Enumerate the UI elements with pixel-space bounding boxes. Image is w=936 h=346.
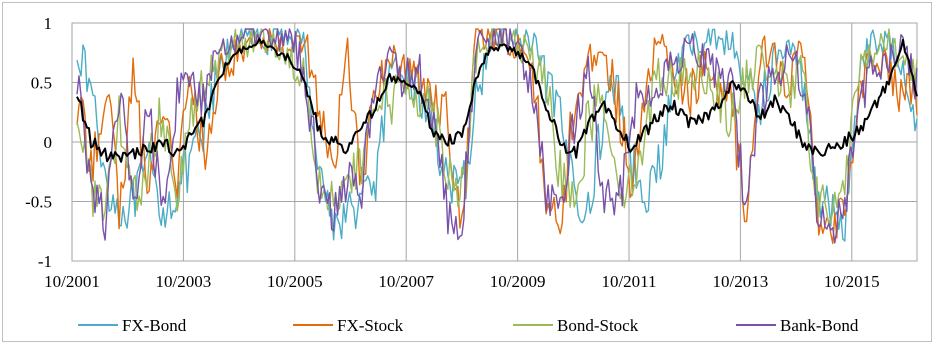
x-axis-ticks: 10/2001 10/2003 10/2005 10/2007 10/2009 10/20… [44,272,880,291]
y-tick-label: -0.5 [25,193,52,212]
y-tick-label: 1 [44,14,53,33]
series-line-average [76,37,918,163]
legend-label: FX-Bond [122,316,187,335]
x-tick-label: 10/2001 [44,272,100,291]
y-axis-ticks: 1 0.5 0 -0.5 -1 [25,14,52,271]
y-tick-label: 0 [44,133,53,152]
series-line-bank-bond [76,28,918,244]
x-tick-label: 10/2009 [490,272,546,291]
legend-label: Bank-Bond [780,316,859,335]
x-tick-label: 10/2005 [267,272,323,291]
series-line-fx-stock [76,28,918,245]
legend-label: Bond-Stock [557,316,639,335]
y-tick-label: -1 [38,252,52,271]
y-tick-label: 0.5 [31,74,52,93]
series-lines [76,28,918,245]
x-tick-label: 10/2013 [713,272,769,291]
grid [71,22,918,262]
legend: FX-Bond FX-Stock Bond-Stock Bank-Bond [78,316,859,335]
chart-svg: 1 0.5 0 -0.5 -1 10/2001 10/2003 10/2005 10/2007… [25,14,918,335]
x-tick-label: 10/2003 [156,272,212,291]
x-tick-label: 10/2015 [824,272,880,291]
x-tick-label: 10/2007 [378,272,434,291]
legend-label: FX-Stock [337,316,404,335]
chart-frame: 1 0.5 0 -0.5 -1 10/2001 10/2003 10/2005 10/2007… [2,2,932,342]
x-tick-label: 10/2011 [601,272,656,291]
